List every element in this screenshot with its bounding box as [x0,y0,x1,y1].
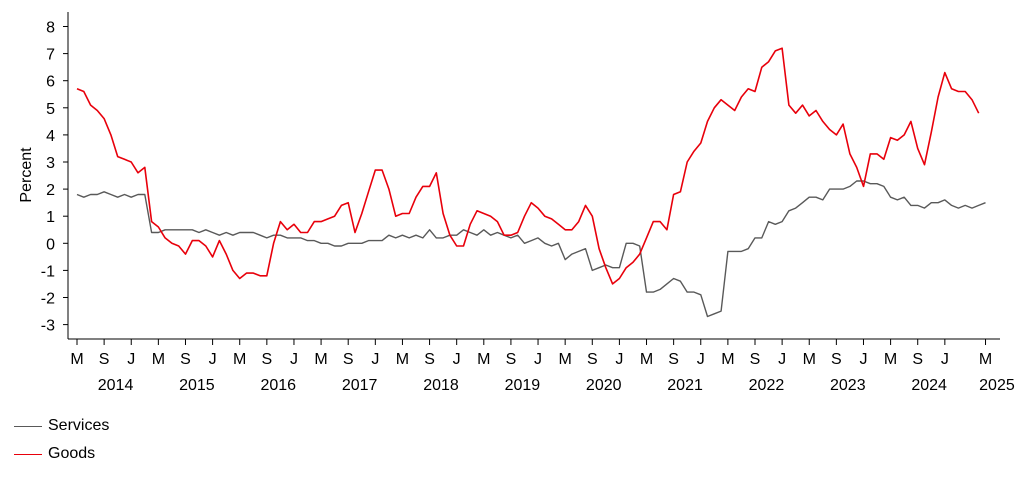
x-tick-label: M [152,351,165,368]
y-tick-label: 4 [46,128,55,145]
x-tick-label: S [668,351,679,368]
y-tick-label: 0 [46,236,55,253]
y-tick-label: -3 [41,318,55,335]
legend-swatch-services [14,425,42,427]
x-tick-label: S [506,351,517,368]
x-tick-label: S [262,351,273,368]
x-tick-label: J [127,351,135,368]
y-tick-label: 1 [46,209,55,226]
x-year-label: 2017 [342,377,378,394]
x-tick-label: M [721,351,734,368]
x-tick-label: S [99,351,110,368]
x-tick-label: M [558,351,571,368]
x-tick-label: J [209,351,217,368]
legend-label-services: Services [48,417,110,434]
x-tick-label: J [371,351,379,368]
x-year-label: 2025 [979,377,1015,394]
y-tick-label: 5 [46,101,55,118]
x-tick-label: M [233,351,246,368]
x-tick-label: J [534,351,542,368]
y-tick-label: 2 [46,182,55,199]
x-tick-label: J [778,351,786,368]
x-tick-label: S [424,351,435,368]
x-year-label: 2023 [830,377,866,394]
legend-swatch-goods [14,453,42,455]
series-line-services [76,180,986,318]
y-tick-label: 7 [46,47,55,64]
x-tick-label: J [615,351,623,368]
x-tick-label: J [697,351,705,368]
x-tick-label: M [477,351,490,368]
x-year-label: 2021 [667,377,703,394]
x-tick-label: J [290,351,298,368]
x-tick-label: S [180,351,191,368]
legend-item-goods: Goods [14,440,109,468]
x-tick-label: J [941,351,949,368]
x-tick-label: S [587,351,598,368]
x-tick-label: J [453,351,461,368]
x-tick-label: M [70,351,83,368]
x-tick-label: M [640,351,653,368]
series-line-goods [76,47,980,285]
x-tick-label: M [884,351,897,368]
y-tick-label: 3 [46,155,55,172]
x-tick-label: S [750,351,761,368]
x-year-label: 2014 [98,377,134,394]
x-tick-label: M [396,351,409,368]
x-year-label: 2018 [423,377,459,394]
legend-item-services: Services [14,412,109,440]
y-tick-label: 8 [46,20,55,37]
x-year-label: 2019 [505,377,541,394]
x-tick-label: M [803,351,816,368]
y-tick-label: -2 [41,291,55,308]
x-year-label: 2016 [260,377,296,394]
x-tick-label: S [343,351,354,368]
x-year-label: 2015 [179,377,215,394]
x-tick-label: M [314,351,327,368]
legend-label-goods: Goods [48,445,96,462]
x-year-label: 2024 [911,377,947,394]
legend: Services Goods [14,412,109,468]
y-tick-label: 6 [46,74,55,91]
x-year-label: 2022 [749,377,785,394]
x-tick-label: S [831,351,842,368]
x-tick-label: M [979,351,992,368]
series-lines [76,47,986,318]
x-year-label: 2020 [586,377,622,394]
y-axis-label: Percent [18,147,35,203]
y-tick-label: -1 [41,263,55,280]
x-tick-label: S [912,351,923,368]
x-tick-label: J [859,351,867,368]
